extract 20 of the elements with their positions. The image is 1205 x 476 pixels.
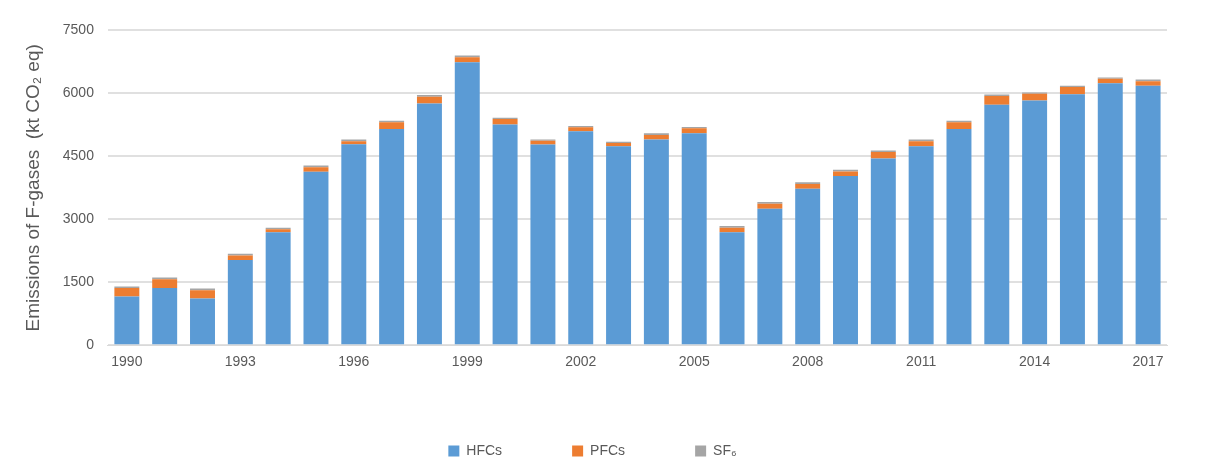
y-tick-label: 1500	[62, 273, 95, 290]
legend-label: PFCs	[590, 441, 626, 458]
x-tick-label: 1996	[338, 353, 370, 370]
x-tick-label: 1990	[111, 353, 143, 370]
x-tick-label: 1999	[451, 353, 484, 370]
y-tick-label: 6000	[62, 84, 95, 101]
y-tick-label: 0	[86, 336, 95, 353]
x-tick-label: 2005	[678, 353, 710, 370]
x-tick-label: 2002	[565, 353, 597, 370]
x-tick-label: 2011	[906, 353, 937, 370]
legend-label: HFCs	[466, 441, 503, 458]
x-tick-label: 2014	[1019, 353, 1051, 370]
x-tick-label: 2017	[1132, 353, 1164, 370]
y-tick-label: 7500	[62, 21, 95, 38]
x-tick-label: 1993	[224, 353, 257, 370]
y-axis-title: Emissions of F-gases (kt CO₂ eq)	[21, 44, 43, 332]
x-tick-label: 2008	[792, 353, 824, 370]
y-tick-label: 4500	[62, 147, 95, 164]
y-tick-label: 3000	[62, 210, 95, 227]
legend-label: SF₆	[713, 441, 737, 458]
